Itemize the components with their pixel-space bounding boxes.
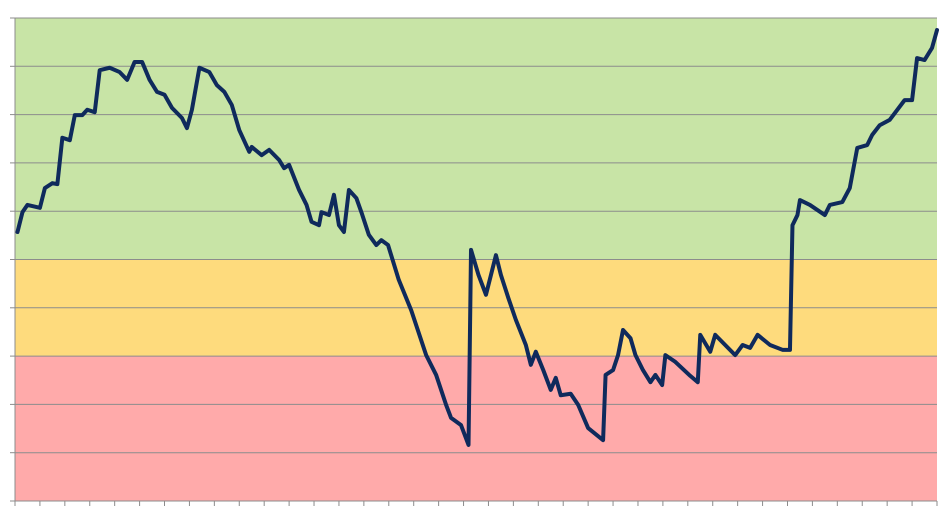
data-line (15, 28, 939, 447)
background-band (15, 356, 937, 501)
background-band (15, 18, 937, 260)
